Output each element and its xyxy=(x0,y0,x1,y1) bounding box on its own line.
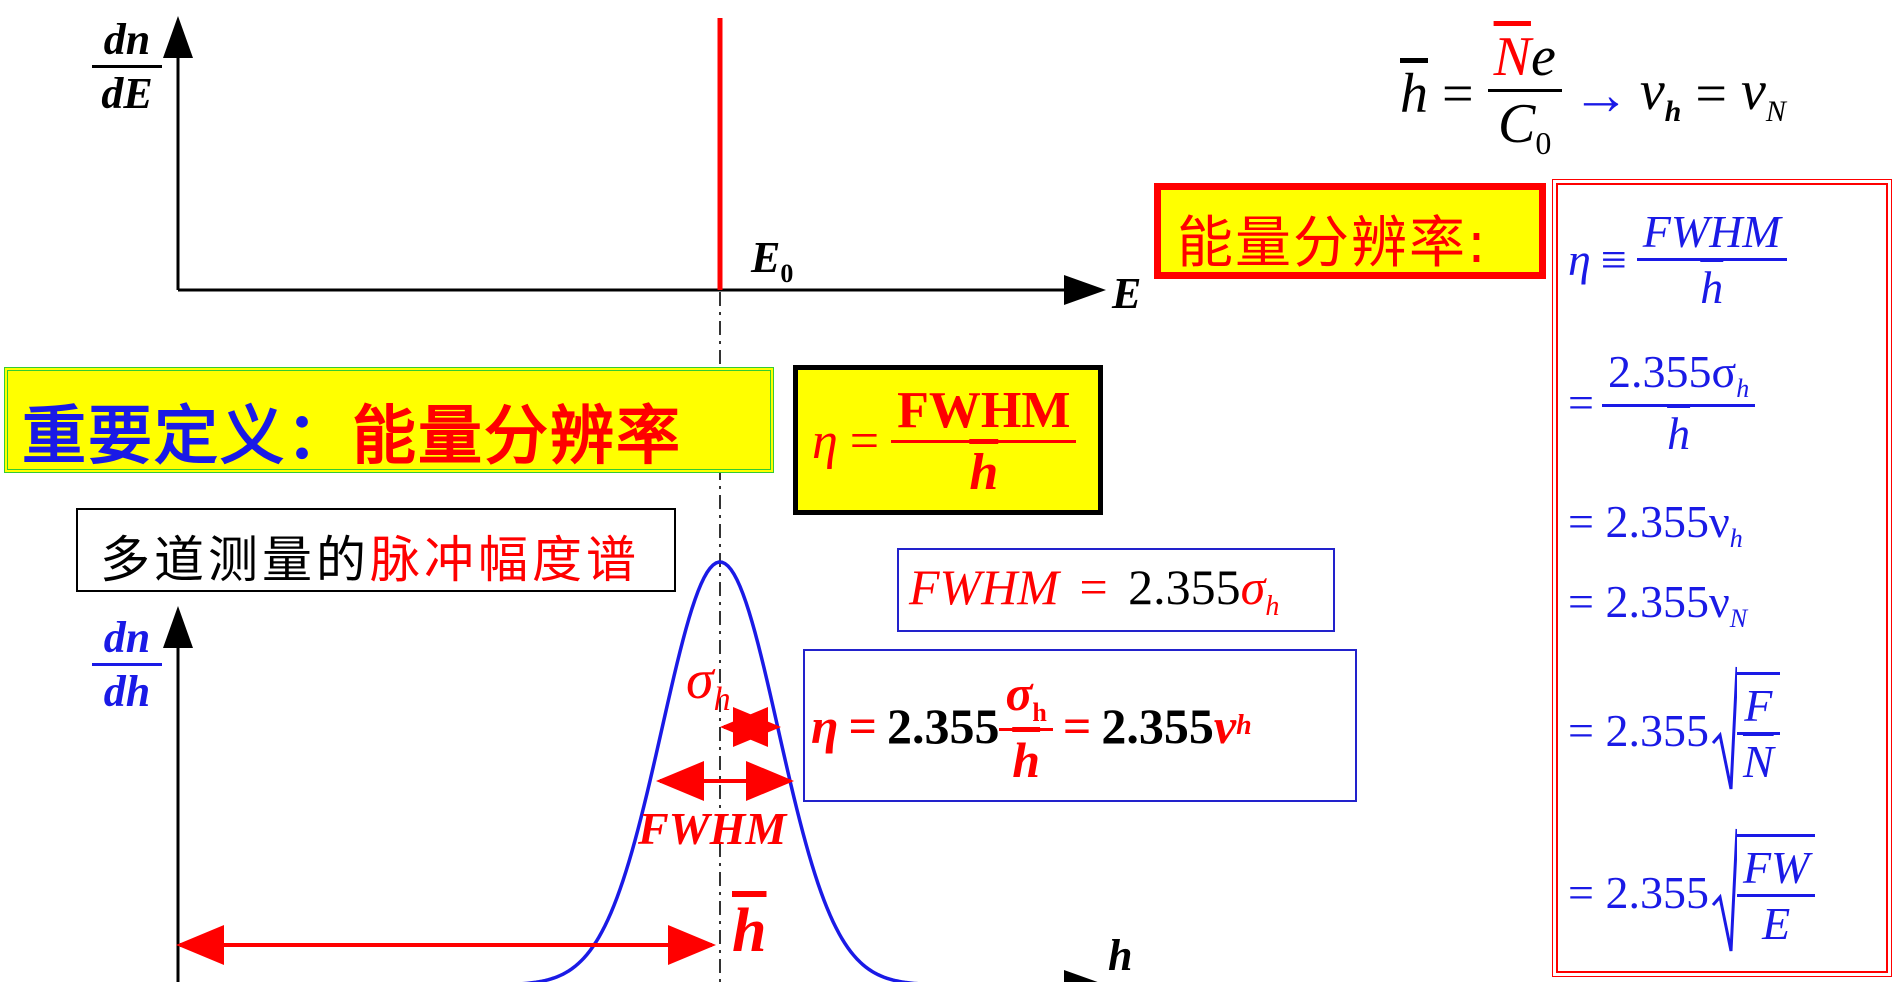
spectrum-label-box: 多道测量的脉冲幅度谱 xyxy=(76,508,676,592)
sqrt-icon xyxy=(1711,666,1737,790)
side-title-box: 能量分辨率: xyxy=(1154,183,1546,279)
bottom-x-label: h xyxy=(1108,931,1133,980)
top-y-label: dn dE xyxy=(92,14,162,119)
fwhm-equation-box: FWHM = 2.355σh xyxy=(897,548,1335,632)
bottom-y-label: dn dh xyxy=(92,612,162,717)
panel-row-1: η ≡ FWHM h xyxy=(1568,205,1787,314)
peak-label: E0 xyxy=(751,233,794,288)
sigma-label: σh xyxy=(686,649,731,719)
panel-row-6: = 2.355 FW E xyxy=(1568,827,1816,957)
bottom-y-label-num: dn xyxy=(103,613,151,662)
side-title: 能量分辨率: xyxy=(1177,211,1488,276)
panel-row-5: = 2.355 F N xyxy=(1568,665,1780,795)
sqrt-icon xyxy=(1711,828,1737,952)
eta-equation-box: η = 2.355 σh h = 2.355 ν h xyxy=(803,649,1357,802)
banner-part2: 能量分辨率 xyxy=(352,400,682,474)
definition-banner: 重要定义：能量分辨率 xyxy=(4,367,774,474)
fwhm-label: FWHM xyxy=(638,803,787,854)
formula-top: h = Ne C0 → νh = νN xyxy=(1400,26,1786,162)
bottom-y-label-den: dh xyxy=(103,667,151,716)
panel-row-3: = 2.355νh xyxy=(1568,496,1743,554)
hbar-label: h xyxy=(732,897,767,965)
top-x-label: E xyxy=(1112,269,1142,318)
banner-part1: 重要定义： xyxy=(22,400,352,474)
panel-row-4: = 2.355νN xyxy=(1568,576,1748,634)
top-y-label-den: dE xyxy=(101,69,153,118)
top-y-label-num: dn xyxy=(103,15,151,64)
panel-row-2: = 2.355σh h xyxy=(1568,345,1756,460)
gaussian-curve xyxy=(521,560,919,982)
eta-definition-box: η = FWHM h xyxy=(793,365,1103,515)
resolution-formula-panel: η ≡ FWHM h = 2.355σh h = 2.355νh = 2.355… xyxy=(1552,179,1892,977)
